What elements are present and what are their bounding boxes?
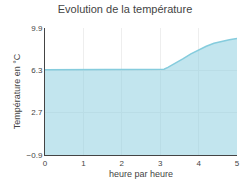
- svg-text:5: 5: [235, 159, 240, 168]
- svg-text:6.3: 6.3: [31, 66, 43, 75]
- svg-text:3: 3: [158, 159, 163, 168]
- svg-text:−0.9: −0.9: [27, 151, 43, 160]
- svg-text:2: 2: [120, 159, 125, 168]
- svg-text:2.7: 2.7: [31, 108, 43, 117]
- svg-text:9.9: 9.9: [31, 24, 43, 33]
- svg-text:Température en °C: Température en °C: [12, 53, 22, 129]
- svg-text:4: 4: [196, 159, 201, 168]
- svg-text:Evolution de la température: Evolution de la température: [58, 3, 193, 15]
- svg-text:heure par heure: heure par heure: [109, 169, 173, 179]
- svg-text:0: 0: [43, 159, 48, 168]
- svg-text:1: 1: [81, 159, 86, 168]
